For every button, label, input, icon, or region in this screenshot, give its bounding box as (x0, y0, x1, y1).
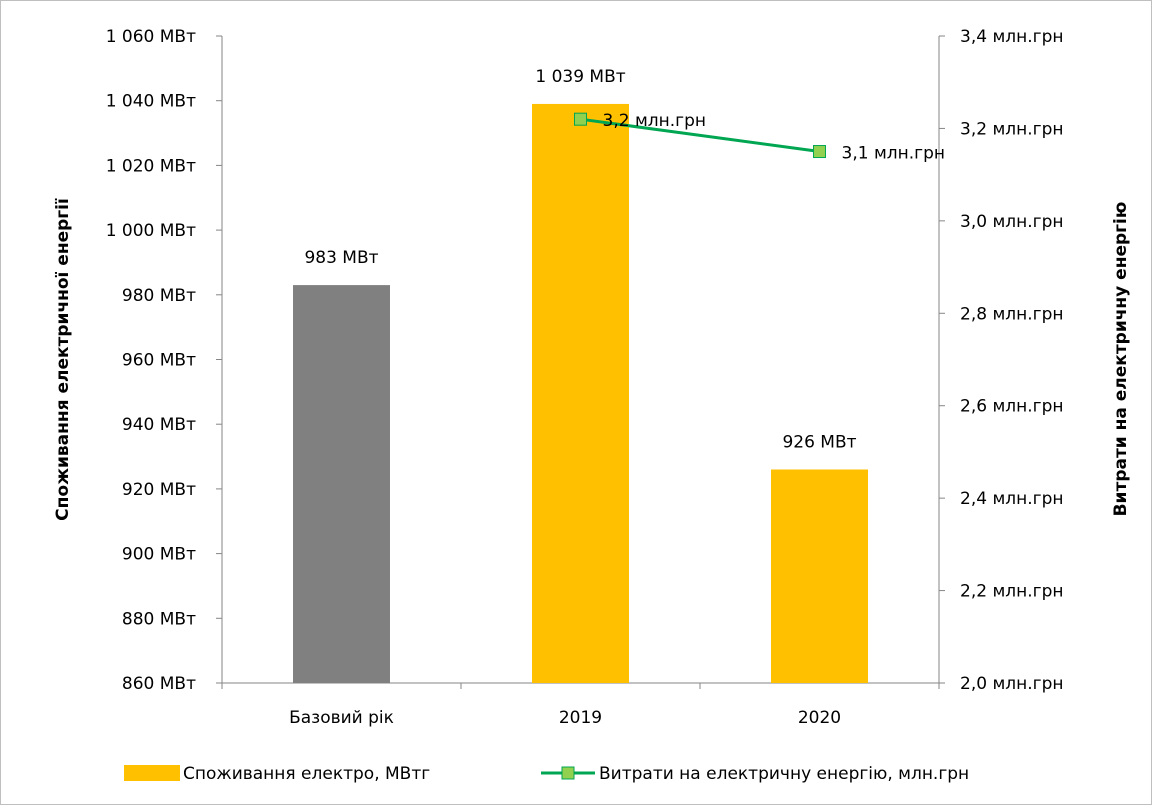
cost-line (580, 117, 820, 154)
bar-data-label: 926 МВт (782, 432, 856, 452)
left-tick-label: 900 МВт (122, 545, 196, 565)
bar-1 (532, 103, 629, 683)
right-tick-label: 2,0 млн.грн (960, 674, 1064, 694)
x-tick-label: 2019 (559, 708, 602, 728)
left-axis-title: Споживання електричної енергії (53, 198, 73, 521)
right-axis-title: Витрати на електричну енергію (1111, 202, 1131, 517)
cost-marker (574, 112, 587, 126)
left-tick-label: 920 МВт (122, 480, 196, 500)
bar-data-label: 983 МВт (304, 248, 378, 268)
line-data-label: 3,2 млн.грн (603, 111, 707, 131)
right-tick-label: 2,2 млн.грн (960, 582, 1064, 602)
right-tick-label: 2,6 млн.грн (960, 397, 1064, 417)
legend-line-label: Витрати на електричну енергію, млн.грн (599, 764, 969, 784)
x-tick-label: Базовий рік (289, 708, 394, 728)
left-tick-label: 860 МВт (122, 674, 196, 694)
left-tick-label: 980 МВт (122, 286, 196, 306)
left-tick-label: 1 060 МВт (106, 27, 196, 47)
bar-0 (293, 285, 390, 683)
right-tick-label: 3,4 млн.грн (960, 27, 1064, 47)
right-tick-label: 2,8 млн.грн (960, 304, 1064, 324)
legend-line-marker (561, 766, 575, 780)
left-tick-label: 880 МВт (122, 609, 196, 629)
bar-2 (771, 469, 868, 683)
left-tick-label: 960 МВт (122, 351, 196, 371)
left-tick-label: 1 000 МВт (106, 221, 196, 241)
right-tick-label: 3,0 млн.грн (960, 212, 1064, 232)
left-tick-label: 1 020 МВт (106, 156, 196, 176)
x-tick-label: 2020 (798, 708, 841, 728)
left-tick-label: 1 040 МВт (106, 92, 196, 112)
legend-bar-label: Споживання електро, МВтг (183, 764, 430, 784)
legend-bar-swatch (124, 765, 180, 781)
bar-data-label: 1 039 МВт (535, 67, 625, 87)
right-tick-label: 3,2 млн.грн (960, 119, 1064, 139)
line-data-label: 3,1 млн.грн (842, 144, 946, 164)
left-tick-label: 940 МВт (122, 415, 196, 435)
right-tick-label: 2,4 млн.грн (960, 489, 1064, 509)
cost-marker (813, 145, 826, 159)
